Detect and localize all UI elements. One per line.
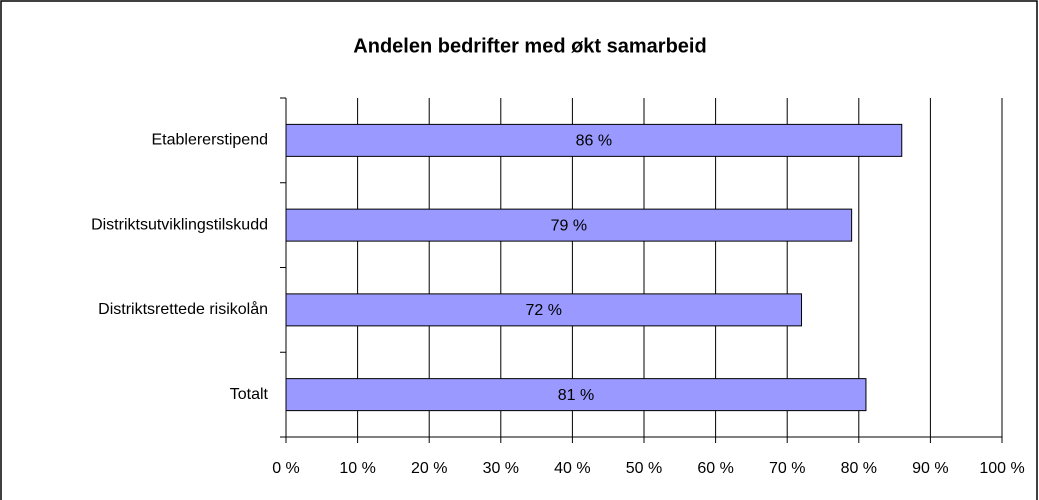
chart-title: Andelen bedrifter med økt samarbeid: [353, 35, 706, 57]
x-tick-label: 50 %: [626, 460, 662, 477]
bar: [285, 208, 853, 242]
bar: [285, 378, 867, 412]
x-tick-label: 20 %: [411, 460, 447, 477]
y-tick-label: Distriktsrettede risikolån: [98, 300, 268, 318]
x-tick-label: 10 %: [339, 460, 375, 477]
data-label: 86 %: [576, 133, 612, 150]
x-tick-label: 60 %: [697, 460, 733, 477]
x-tick-label: 40 %: [554, 460, 590, 477]
data-label: 72 %: [526, 302, 562, 319]
bar: [285, 123, 903, 157]
x-tick-label: 30 %: [483, 460, 519, 477]
x-tick-label: 80 %: [841, 460, 877, 477]
data-label: 81 %: [558, 387, 594, 404]
y-tick-label: Etablererstipend: [151, 132, 268, 149]
x-tick-label: 90 %: [912, 460, 948, 477]
y-tick-label: Totalt: [230, 386, 269, 403]
x-tick-label: 70 %: [769, 460, 805, 477]
x-tick-label: 0 %: [272, 460, 300, 477]
data-label: 79 %: [551, 217, 587, 234]
bar: [285, 293, 803, 327]
y-tick-label: Distriktsutviklingstilskudd: [91, 216, 268, 233]
x-tick-label: 100 %: [979, 460, 1024, 477]
